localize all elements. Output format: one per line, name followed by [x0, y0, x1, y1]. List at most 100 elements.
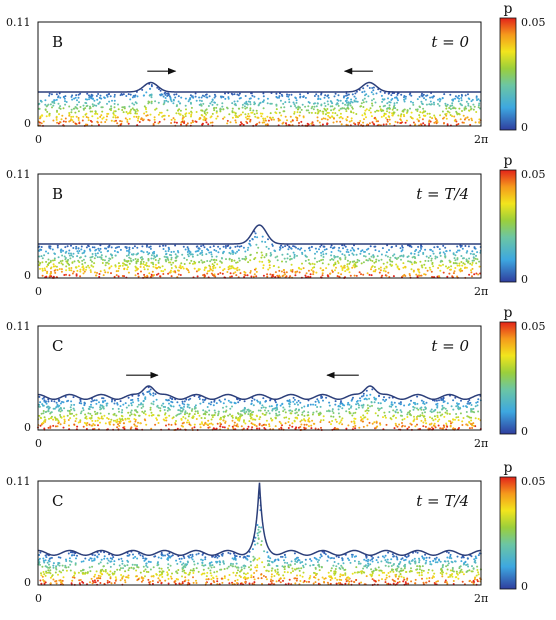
particle — [137, 275, 140, 278]
particle — [351, 93, 354, 96]
particle — [388, 405, 391, 408]
particle — [134, 555, 137, 558]
particle — [65, 569, 68, 572]
particle — [68, 267, 71, 270]
particle — [193, 267, 196, 270]
particle — [477, 417, 480, 420]
particle — [132, 401, 134, 404]
particle — [139, 571, 142, 574]
particle — [286, 257, 289, 260]
particle — [417, 274, 420, 277]
particle — [413, 260, 416, 263]
particle — [154, 108, 157, 111]
particle — [317, 559, 320, 562]
particle — [407, 582, 410, 585]
particle — [87, 116, 90, 119]
particle — [141, 410, 144, 413]
particle — [433, 103, 436, 106]
particle — [195, 245, 198, 248]
particle — [98, 275, 101, 278]
particle — [41, 397, 44, 400]
particle — [140, 118, 143, 121]
particle — [283, 271, 286, 274]
particle — [433, 246, 436, 249]
particle — [276, 96, 279, 99]
particle — [201, 559, 204, 562]
particle — [209, 267, 212, 270]
particle — [368, 109, 371, 112]
particle — [166, 95, 169, 97]
colorbar-title: p — [504, 305, 513, 321]
particle — [422, 251, 425, 254]
particle — [415, 273, 418, 276]
particle — [151, 270, 154, 273]
particle — [305, 109, 308, 112]
particle — [266, 97, 269, 100]
particle — [383, 400, 386, 403]
particle — [299, 420, 302, 423]
particle — [424, 273, 427, 276]
particle — [145, 91, 148, 94]
particle — [166, 256, 169, 259]
particle — [455, 251, 458, 254]
particle — [184, 97, 187, 100]
particle — [229, 564, 232, 567]
particle — [296, 556, 299, 559]
particle — [103, 269, 106, 272]
particle — [324, 117, 327, 120]
particle — [48, 92, 51, 95]
particle — [75, 106, 78, 109]
particle — [149, 561, 152, 563]
particle — [420, 571, 423, 574]
particle — [355, 408, 358, 411]
particle — [132, 94, 135, 97]
particle — [213, 93, 216, 96]
particle — [422, 400, 425, 403]
particle — [182, 555, 185, 558]
particle — [49, 103, 52, 106]
particle — [354, 424, 357, 427]
particle — [133, 418, 136, 420]
particle — [253, 113, 256, 116]
particle — [239, 413, 242, 416]
particle — [213, 101, 216, 104]
particle — [285, 416, 288, 419]
particle — [113, 275, 116, 278]
particle — [384, 270, 387, 273]
particle — [178, 404, 181, 407]
particle — [199, 117, 202, 120]
particle — [314, 247, 317, 250]
particle — [236, 250, 239, 253]
particle — [347, 101, 350, 104]
particle — [219, 95, 222, 98]
particle — [238, 97, 241, 100]
particle — [355, 403, 358, 406]
particle — [201, 249, 203, 252]
particle — [287, 427, 290, 429]
particle — [137, 252, 139, 255]
particle — [366, 123, 369, 126]
x-tick-label-max: 2π — [474, 437, 488, 450]
particle — [87, 264, 90, 267]
particle — [351, 572, 354, 575]
particle — [194, 120, 197, 123]
particle — [392, 107, 395, 110]
particle — [60, 407, 62, 410]
particle — [410, 268, 413, 271]
particle — [244, 556, 247, 559]
particle — [89, 271, 92, 273]
particle — [200, 573, 203, 576]
particle — [312, 270, 315, 273]
particle — [87, 94, 90, 97]
particle — [185, 108, 187, 111]
particle — [224, 97, 227, 100]
particle — [233, 401, 236, 404]
particle — [250, 402, 253, 405]
particle — [264, 119, 267, 122]
particle — [393, 401, 396, 404]
particle — [283, 568, 286, 571]
particle — [229, 275, 232, 278]
particle — [286, 571, 289, 574]
particle — [117, 267, 120, 270]
particle — [451, 575, 454, 578]
